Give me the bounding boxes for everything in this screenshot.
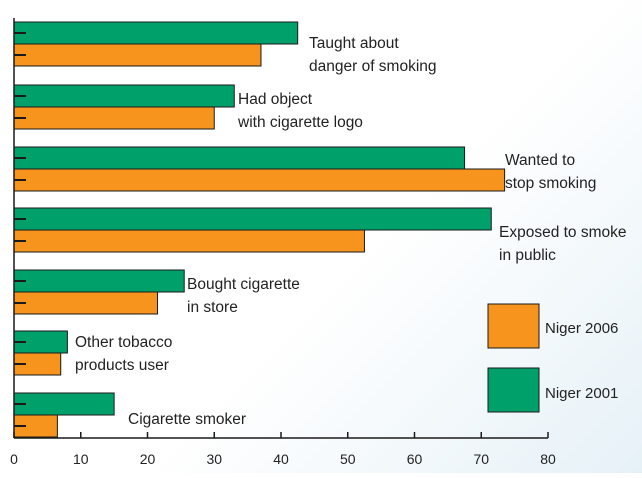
x-tick-label-30: 30 — [206, 451, 222, 467]
bar-niger-2006-had-object-with-cigarette-logo — [13, 106, 215, 130]
legend-label-niger-2006: Niger 2006 — [545, 320, 618, 337]
bar-niger-2006-taught-about-danger-of-smoking — [13, 43, 262, 67]
x-tick-label-70: 70 — [473, 451, 489, 467]
bar-niger-2001-bought-cigarette-in-store — [13, 269, 185, 293]
category-labels-group: Taught about danger of smoking Had object w… — [75, 35, 627, 428]
x-tick-label-80: 80 — [540, 451, 556, 467]
bar-niger-2006-bought-cigarette-in-store — [13, 291, 159, 315]
category-label-other-tobacco-products-user: Other tobacco products user — [75, 334, 172, 374]
bar-niger-2001-cigarette-smoker — [13, 392, 115, 416]
category-label-wanted-to-stop-smoking: Wanted to stop smoking — [505, 152, 596, 192]
x-tick-label-20: 20 — [140, 451, 156, 467]
category-label-had-object-with-cigarette-logo: Had object with cigarette logo — [237, 91, 363, 131]
bars-group — [13, 21, 506, 438]
x-axis: 0 10 20 30 40 50 60 70 80 — [10, 18, 556, 467]
bar-niger-2006-exposed-to-smoke-in-public — [13, 229, 365, 253]
x-tick-label-60: 60 — [407, 451, 423, 467]
category-label-bought-cigarette-in-store: Bought cigarette in store — [187, 276, 300, 316]
x-tick-label-10: 10 — [73, 451, 89, 467]
category-label-cigarette-smoker: Cigarette smoker — [128, 411, 246, 428]
bar-niger-2001-exposed-to-smoke-in-public — [13, 207, 492, 231]
legend-swatch-niger-2001 — [487, 367, 540, 413]
legend-swatch-niger-2006 — [487, 303, 540, 349]
category-label-exposed-to-smoke-in-public: Exposed to smoke in public — [499, 224, 627, 264]
x-tick-label-40: 40 — [273, 451, 289, 467]
legend-label-niger-2001: Niger 2001 — [545, 385, 618, 402]
bar-niger-2001-wanted-to-stop-smoking — [13, 146, 466, 170]
bar-niger-2001-taught-about-danger-of-smoking — [13, 21, 299, 45]
x-tick-label-0: 0 — [10, 451, 18, 467]
x-tick-label-50: 50 — [340, 451, 356, 467]
bar-niger-2001-had-object-with-cigarette-logo — [13, 84, 235, 108]
bar-niger-2006-wanted-to-stop-smoking — [13, 168, 506, 192]
legend: Niger 2006 Niger 2001 — [487, 303, 618, 413]
category-label-taught-about-danger-of-smoking: Taught about danger of smoking — [309, 35, 437, 75]
